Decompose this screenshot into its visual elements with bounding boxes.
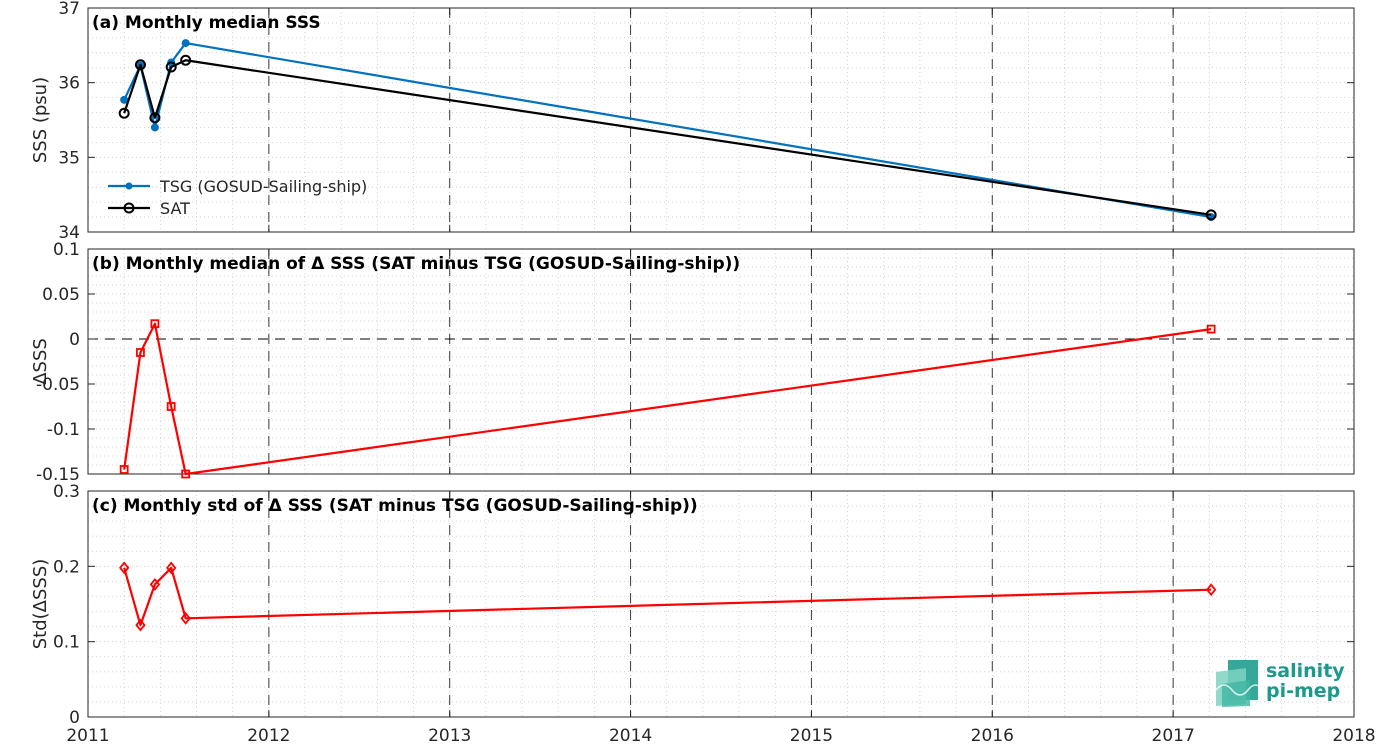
logo-mark-icon [1215,660,1263,707]
x-tick-label: 2016 [971,726,1014,745]
x-tick-label: 2017 [1152,726,1195,745]
y-tick-label: 0 [69,708,80,728]
x-tick-label: 2018 [1332,726,1375,745]
data-point [150,123,159,132]
panel-2: 0 0.1 0.2 0.3 Std(ΔSSS) (c) Monthly std of Δ … [30,482,1355,728]
panel-title: (b) Monthly median of Δ SSS (SAT minus T… [92,254,740,274]
y-tick-label: 0.1 [53,240,80,260]
legend-marker [123,202,135,214]
logo-text-line2: pi-mep [1266,680,1340,702]
data-point [181,469,191,479]
legend-label: SAT [160,199,190,218]
data-point [1206,324,1216,334]
data-point [149,577,161,591]
logo-text-line1: salinity [1266,660,1345,682]
y-tick-label: 0.1 [53,633,80,653]
data-point [166,402,176,411]
data-point [150,319,160,329]
panel-1: -0.15 -0.1 -0.05 0 0.05 0.1 ΔSSS (b) Monthly me… [30,240,1355,485]
data-point [134,59,146,71]
x-tick-label: 2015 [790,726,833,745]
y-tick-label: 0.05 [42,285,80,305]
y-tick-label: 37 [58,0,80,19]
axes-frame [87,7,1355,233]
data-point [149,112,161,124]
y-tick-label: -0.05 [36,375,80,395]
data-point [1205,209,1217,221]
panel-title: (c) Monthly std of Δ SSS (SAT minus TSG … [92,496,698,516]
data-point [118,107,130,119]
data-point [166,561,177,575]
panel-title: (a) Monthly median SSS [92,13,321,33]
y-tick-label: 34 [58,223,80,243]
data-point [136,348,145,357]
y-tick-label: 0.2 [53,557,80,577]
y-tick-label: 36 [58,74,80,94]
panel-0: 34 35 36 37 2011 2012 2013 2014 2015 2016 2017 2018… [30,0,1376,745]
y-tick-label: 35 [58,148,80,168]
x-tick-label: 2012 [247,726,290,745]
axes-frame [87,248,1355,475]
x-tick-label: 2014 [609,726,652,745]
y-tick-label: -0.1 [47,420,80,440]
data-point [180,611,191,625]
y-tick-label: -0.15 [36,465,80,485]
x-tick-label: 2013 [428,726,471,745]
data-point [119,465,129,474]
axes-frame [87,490,1355,718]
data-point [120,95,129,104]
x-tick-label: 2011 [66,726,109,745]
y-axis-label: Std(ΔSSS) [30,559,51,650]
data-point [135,618,146,632]
legend-label: TSG (GOSUD-Sailing-ship) [159,177,367,196]
salinity-pimep-logo: salinity pi-mep [1215,660,1345,707]
series-line-1 [123,59,1212,216]
data-point [181,39,190,48]
legend-marker [125,182,133,190]
y-tick-label: 0.3 [53,482,80,502]
y-tick-label: 0 [69,330,80,350]
data-point [1205,583,1217,597]
data-point [165,61,177,73]
y-axis-label: ΔSSS [30,338,51,385]
data-point [180,54,192,66]
data-point [119,561,130,575]
series-line-0 [123,566,1212,627]
series-line-0 [123,322,1212,476]
y-axis-label: SSS (psu) [30,77,51,163]
